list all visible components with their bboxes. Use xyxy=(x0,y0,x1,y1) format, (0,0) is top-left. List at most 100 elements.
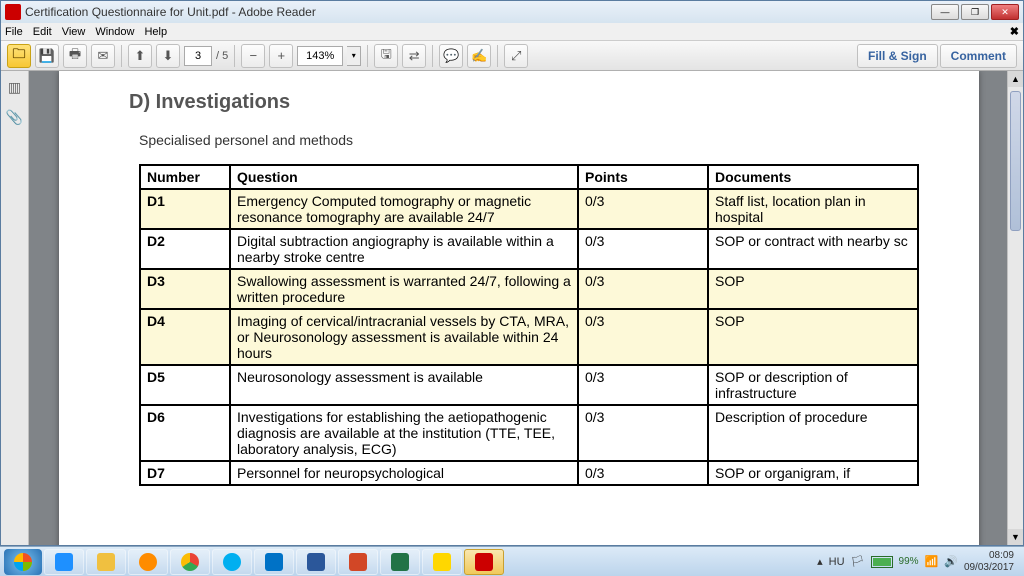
cell-num: D2 xyxy=(140,229,230,269)
section-title: D) Investigations xyxy=(129,91,909,114)
cell-docs: SOP xyxy=(708,309,918,365)
fill-sign-button[interactable]: Fill & Sign xyxy=(857,44,938,68)
tray-chevron-icon[interactable]: ▴ xyxy=(817,555,823,568)
cell-pts: 0/3 xyxy=(578,229,708,269)
cell-num: D3 xyxy=(140,269,230,309)
taskbar-totalcmd[interactable] xyxy=(422,549,462,575)
tray-volume-icon[interactable]: 🔊 xyxy=(944,555,958,568)
titlebar: Certification Questionnaire for Unit.pdf… xyxy=(1,1,1023,23)
taskbar: ▴ HU 🏳 99% 📶 🔊 08:09 09/03/2017 xyxy=(0,546,1024,576)
cell-docs: SOP or organigram, if xyxy=(708,461,918,485)
taskbar-skype[interactable] xyxy=(212,549,252,575)
cell-num: D5 xyxy=(140,365,230,405)
cell-num: D1 xyxy=(140,189,230,229)
adobereader-icon xyxy=(475,553,493,571)
cell-pts: 0/3 xyxy=(578,189,708,229)
thumbnails-icon[interactable]: ▥ xyxy=(5,77,25,97)
taskbar-word[interactable] xyxy=(296,549,336,575)
tray-flag-icon[interactable]: 🏳 xyxy=(851,555,865,568)
app-window: Certification Questionnaire for Unit.pdf… xyxy=(0,0,1024,546)
save-button[interactable]: 💾 xyxy=(35,44,59,68)
cell-pts: 0/3 xyxy=(578,405,708,461)
table-row: D6Investigations for establishing the ae… xyxy=(140,405,918,461)
page-down-button[interactable]: ⬇ xyxy=(156,44,180,68)
taskbar-mediaplayer[interactable] xyxy=(128,549,168,575)
page-up-button[interactable]: ⬆ xyxy=(128,44,152,68)
cell-docs: Description of procedure xyxy=(708,405,918,461)
menu-help[interactable]: Help xyxy=(144,26,167,38)
tray-clock[interactable]: 08:09 09/03/2017 xyxy=(964,550,1014,574)
table-header-row: Number Question Points Documents xyxy=(140,165,918,189)
zoom-dropdown[interactable]: ▾ xyxy=(347,46,361,66)
tray-lang[interactable]: HU xyxy=(829,556,845,568)
menu-view[interactable]: View xyxy=(62,26,86,38)
mail-button[interactable]: ✉ xyxy=(91,44,115,68)
excel-icon xyxy=(391,553,409,571)
tool-convert-icon[interactable]: ⇄ xyxy=(402,44,426,68)
zoom-input[interactable]: 143% xyxy=(297,46,343,66)
print-button[interactable]: 🖶 xyxy=(63,44,87,68)
highlight-icon[interactable]: ✍ xyxy=(467,44,491,68)
menubar-close-icon[interactable]: ✖ xyxy=(1010,25,1019,38)
comment-button[interactable]: Comment xyxy=(940,44,1017,68)
taskbar-chrome[interactable] xyxy=(170,549,210,575)
cell-num: D6 xyxy=(140,405,230,461)
taskbar-explorer[interactable] xyxy=(86,549,126,575)
pdf-page: D) Investigations Specialised personel a… xyxy=(59,71,979,545)
cell-docs: Staff list, location plan in hospital xyxy=(708,189,918,229)
toolbar: 🗀 💾 🖶 ✉ ⬆ ⬇ 3 / 5 − + 143% ▾ 🖫 ⇄ 💬 ✍ ⤢ F… xyxy=(1,41,1023,71)
comment-bubble-icon[interactable]: 💬 xyxy=(439,44,463,68)
menu-edit[interactable]: Edit xyxy=(33,26,52,38)
tray-battery-text: 99% xyxy=(899,556,919,567)
cell-pts: 0/3 xyxy=(578,461,708,485)
tray-battery-icon[interactable] xyxy=(871,556,893,568)
open-button[interactable]: 🗀 xyxy=(7,44,31,68)
attachments-icon[interactable]: 📎 xyxy=(5,107,25,127)
taskbar-adobereader[interactable] xyxy=(464,549,504,575)
read-mode-icon[interactable]: ⤢ xyxy=(504,44,528,68)
page-current-input[interactable]: 3 xyxy=(184,46,212,66)
page-view: D) Investigations Specialised personel a… xyxy=(29,71,1023,545)
separator xyxy=(432,45,433,67)
scroll-up-arrow[interactable]: ▲ xyxy=(1008,71,1023,87)
zoom-out-button[interactable]: − xyxy=(241,44,265,68)
taskbar-powerpoint[interactable] xyxy=(338,549,378,575)
cell-q: Emergency Computed tomography or magneti… xyxy=(230,189,578,229)
maximize-button[interactable]: ❐ xyxy=(961,4,989,20)
taskbar-ie[interactable] xyxy=(44,549,84,575)
cell-docs: SOP or description of infrastructure xyxy=(708,365,918,405)
tray-network-icon[interactable]: 📶 xyxy=(925,555,939,568)
windows-orb-icon xyxy=(14,553,32,571)
system-tray: ▴ HU 🏳 99% 📶 🔊 08:09 09/03/2017 xyxy=(817,550,1020,574)
menu-window[interactable]: Window xyxy=(95,26,134,38)
header-documents: Documents xyxy=(708,165,918,189)
vertical-scrollbar[interactable]: ▲ ▼ xyxy=(1007,71,1023,545)
menu-file[interactable]: File xyxy=(5,26,23,38)
zoom-in-button[interactable]: + xyxy=(269,44,293,68)
section-subtitle: Specialised personel and methods xyxy=(139,132,909,148)
scroll-thumb[interactable] xyxy=(1010,91,1021,231)
taskbar-excel[interactable] xyxy=(380,549,420,575)
cell-num: D7 xyxy=(140,461,230,485)
menubar: File Edit View Window Help ✖ xyxy=(1,23,1023,41)
table-row: D4Imaging of cervical/intracranial vesse… xyxy=(140,309,918,365)
separator xyxy=(234,45,235,67)
tool-save-icon[interactable]: 🖫 xyxy=(374,44,398,68)
table-row: D1Emergency Computed tomography or magne… xyxy=(140,189,918,229)
skype-icon xyxy=(223,553,241,571)
tray-time: 08:09 xyxy=(964,550,1014,562)
ie-icon xyxy=(55,553,73,571)
tray-date: 09/03/2017 xyxy=(964,562,1014,574)
minimize-button[interactable]: — xyxy=(931,4,959,20)
cell-q: Imaging of cervical/intracranial vessels… xyxy=(230,309,578,365)
scroll-down-arrow[interactable]: ▼ xyxy=(1008,529,1023,545)
separator xyxy=(367,45,368,67)
start-button[interactable] xyxy=(4,549,42,575)
window-title: Certification Questionnaire for Unit.pdf… xyxy=(25,5,931,19)
cell-docs: SOP xyxy=(708,269,918,309)
cell-q: Digital subtraction angiography is avail… xyxy=(230,229,578,269)
cell-num: D4 xyxy=(140,309,230,365)
cell-q: Personnel for neuropsychological xyxy=(230,461,578,485)
taskbar-outlook[interactable] xyxy=(254,549,294,575)
close-button[interactable]: ✕ xyxy=(991,4,1019,20)
